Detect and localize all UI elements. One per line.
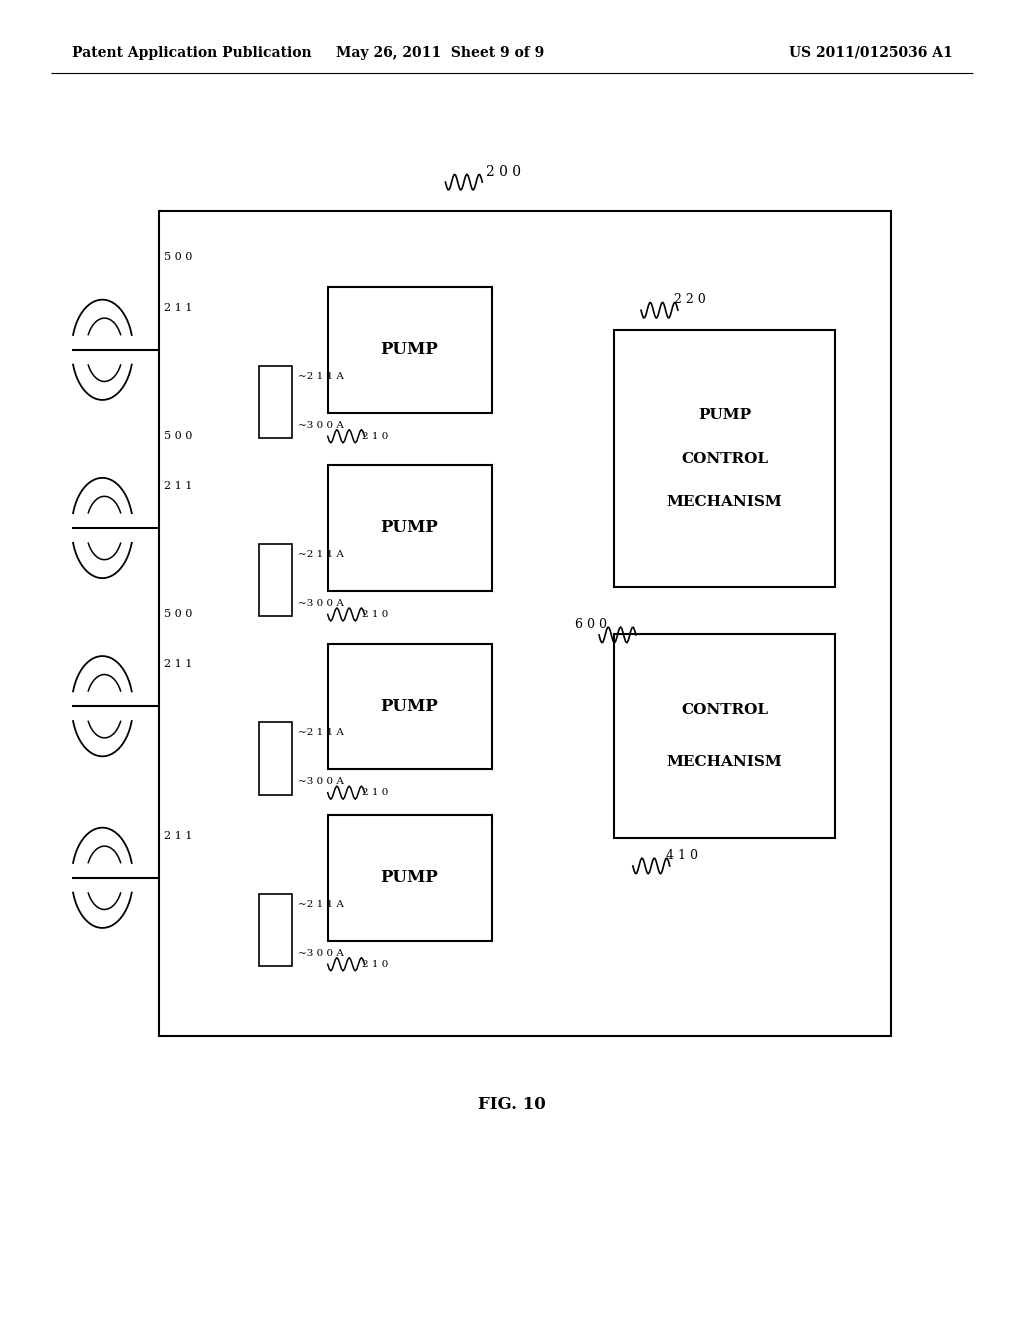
Text: Patent Application Publication: Patent Application Publication <box>72 46 311 59</box>
Text: 2 1 0: 2 1 0 <box>362 960 389 969</box>
Text: 2 1 0: 2 1 0 <box>362 788 389 797</box>
Bar <box>259 544 292 616</box>
Text: 4 1 0: 4 1 0 <box>666 849 697 862</box>
Bar <box>259 894 292 966</box>
Bar <box>328 466 492 591</box>
Text: May 26, 2011  Sheet 9 of 9: May 26, 2011 Sheet 9 of 9 <box>336 46 545 59</box>
Bar <box>259 366 292 438</box>
Text: CONTROL: CONTROL <box>681 702 768 717</box>
Bar <box>328 288 492 412</box>
Text: ~3 0 0 A: ~3 0 0 A <box>298 777 344 785</box>
Text: 6 0 0: 6 0 0 <box>575 618 607 631</box>
Text: 2 1 1: 2 1 1 <box>164 659 193 669</box>
Bar <box>159 211 891 1036</box>
Text: 2 1 1: 2 1 1 <box>164 302 193 313</box>
Text: ~2 1 1 A: ~2 1 1 A <box>298 550 344 558</box>
Text: CONTROL: CONTROL <box>681 451 768 466</box>
Text: 2 2 0: 2 2 0 <box>674 293 706 306</box>
Text: 5 0 0: 5 0 0 <box>164 430 193 441</box>
Text: PUMP: PUMP <box>698 408 751 422</box>
Text: ~2 1 1 A: ~2 1 1 A <box>298 900 344 908</box>
Text: 5 0 0: 5 0 0 <box>164 609 193 619</box>
Bar <box>328 644 492 768</box>
Text: 2 1 0: 2 1 0 <box>362 610 389 619</box>
Text: PUMP: PUMP <box>381 698 438 714</box>
Text: 2 1 1: 2 1 1 <box>164 830 193 841</box>
Text: US 2011/0125036 A1: US 2011/0125036 A1 <box>788 46 952 59</box>
Text: MECHANISM: MECHANISM <box>667 755 782 770</box>
Bar <box>614 330 835 587</box>
Bar <box>614 634 835 838</box>
Bar <box>328 814 492 940</box>
Text: PUMP: PUMP <box>381 342 438 358</box>
Text: 2 0 0: 2 0 0 <box>486 165 521 178</box>
Text: 2 1 0: 2 1 0 <box>362 432 389 441</box>
Text: 5 0 0: 5 0 0 <box>164 252 193 263</box>
Bar <box>259 722 292 795</box>
Text: ~3 0 0 A: ~3 0 0 A <box>298 949 344 957</box>
Text: MECHANISM: MECHANISM <box>667 495 782 510</box>
Text: PUMP: PUMP <box>381 870 438 886</box>
Text: ~3 0 0 A: ~3 0 0 A <box>298 599 344 607</box>
Text: ~3 0 0 A: ~3 0 0 A <box>298 421 344 429</box>
Text: ~2 1 1 A: ~2 1 1 A <box>298 372 344 380</box>
Text: PUMP: PUMP <box>381 520 438 536</box>
Text: FIG. 10: FIG. 10 <box>478 1097 546 1113</box>
Text: ~2 1 1 A: ~2 1 1 A <box>298 729 344 737</box>
Text: 2 1 1: 2 1 1 <box>164 480 193 491</box>
